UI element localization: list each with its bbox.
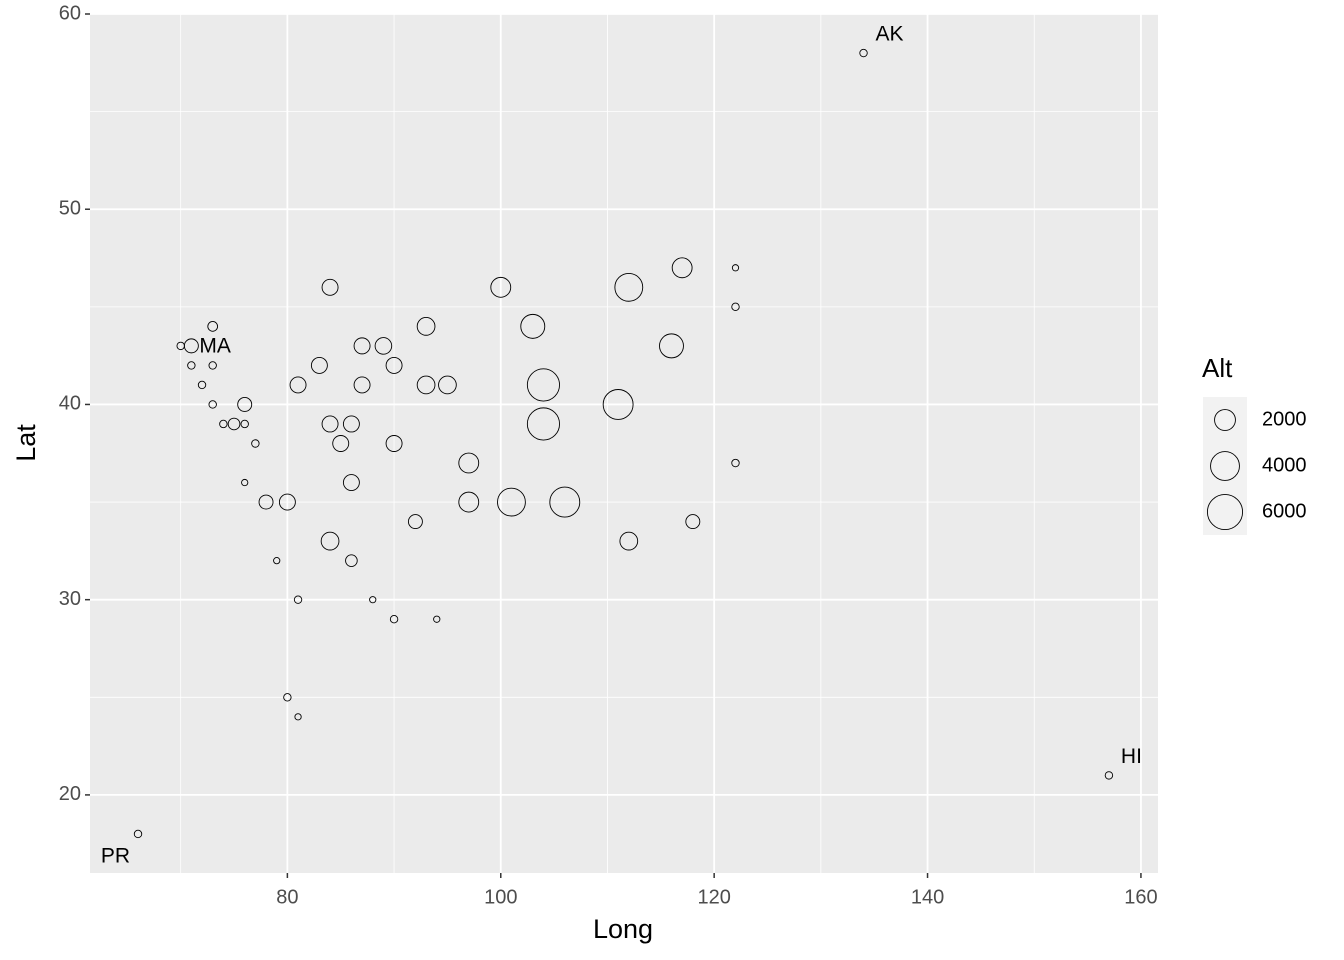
point bbox=[385, 356, 403, 374]
point-label: AK bbox=[876, 23, 904, 46]
point bbox=[240, 419, 249, 429]
y-tick-label: 20 bbox=[59, 783, 81, 805]
point bbox=[731, 264, 740, 272]
legend-key-background bbox=[1203, 397, 1247, 535]
point bbox=[416, 317, 436, 336]
point bbox=[219, 419, 228, 429]
x-tick-label: 140 bbox=[911, 886, 944, 908]
legend-label: 2000 bbox=[1262, 408, 1307, 430]
point bbox=[602, 389, 634, 420]
point bbox=[321, 415, 339, 433]
y-tick-label: 60 bbox=[59, 2, 81, 24]
point bbox=[731, 458, 740, 468]
point bbox=[731, 302, 740, 312]
point-label: PR bbox=[101, 845, 130, 868]
point bbox=[293, 595, 303, 604]
point bbox=[187, 361, 196, 370]
y-tick-label: 40 bbox=[59, 393, 81, 415]
panel-background bbox=[90, 14, 1158, 873]
point bbox=[251, 439, 260, 448]
point bbox=[176, 341, 185, 351]
y-tick-label: 30 bbox=[59, 588, 81, 610]
point bbox=[458, 452, 480, 474]
point bbox=[526, 368, 560, 402]
point bbox=[320, 531, 340, 551]
point bbox=[526, 407, 560, 441]
point bbox=[619, 531, 639, 551]
point bbox=[208, 400, 217, 409]
point bbox=[207, 321, 219, 332]
point bbox=[273, 557, 281, 565]
point bbox=[289, 376, 307, 394]
point bbox=[353, 376, 371, 394]
point bbox=[389, 615, 399, 624]
legend-title: Alt bbox=[1202, 353, 1233, 383]
point bbox=[241, 478, 249, 487]
point bbox=[133, 829, 143, 839]
point bbox=[227, 417, 241, 431]
x-axis-title: Long bbox=[593, 914, 653, 944]
point bbox=[659, 333, 684, 359]
point bbox=[353, 337, 371, 355]
point bbox=[208, 361, 217, 370]
point bbox=[407, 514, 423, 530]
point bbox=[332, 435, 350, 452]
point bbox=[374, 337, 393, 355]
point bbox=[283, 693, 292, 702]
point bbox=[438, 375, 457, 395]
x-tick-label: 80 bbox=[276, 886, 298, 908]
point bbox=[310, 356, 328, 374]
panel bbox=[90, 13, 1158, 873]
point bbox=[520, 313, 546, 339]
point bbox=[549, 486, 581, 518]
point-label: HI bbox=[1121, 745, 1142, 768]
point bbox=[197, 380, 207, 390]
y-tick-label: 50 bbox=[59, 198, 81, 220]
point bbox=[490, 276, 512, 298]
x-tick-label: 160 bbox=[1124, 886, 1157, 908]
point bbox=[416, 375, 436, 395]
legend-key bbox=[1214, 409, 1236, 431]
x-tick-label: 100 bbox=[484, 886, 517, 908]
point bbox=[385, 435, 403, 452]
y-axis-title: Lat bbox=[11, 424, 41, 462]
point bbox=[685, 514, 701, 530]
legend-label: 6000 bbox=[1262, 500, 1307, 522]
point bbox=[433, 615, 441, 623]
x-tick-label: 120 bbox=[697, 886, 730, 908]
point bbox=[294, 713, 302, 721]
point bbox=[321, 278, 339, 296]
point bbox=[345, 554, 358, 567]
point bbox=[237, 397, 253, 412]
point bbox=[671, 257, 693, 279]
point bbox=[278, 493, 296, 511]
point bbox=[458, 491, 480, 513]
point bbox=[342, 415, 360, 433]
legend-key bbox=[1206, 493, 1244, 531]
legend-key bbox=[1210, 451, 1240, 481]
point bbox=[369, 596, 377, 604]
point bbox=[258, 494, 274, 510]
point bbox=[614, 272, 644, 302]
point bbox=[1104, 771, 1114, 780]
point bbox=[497, 487, 526, 517]
point bbox=[342, 474, 360, 491]
legend-label: 4000 bbox=[1262, 454, 1307, 476]
point bbox=[859, 48, 868, 58]
point-label: MA bbox=[199, 334, 231, 357]
